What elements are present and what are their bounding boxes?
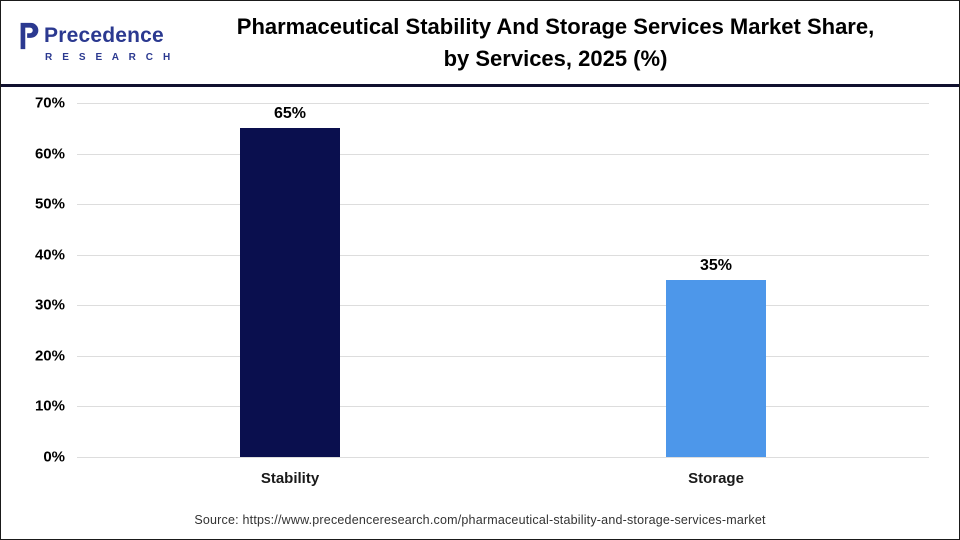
y-tick-label: 70% (34, 94, 65, 112)
x-axis-label-stability: Stability (260, 469, 320, 487)
y-axis: 0% 10% 20% 30% 40% 50% 60% 70% (15, 95, 77, 466)
y-tick-label: 50% (34, 195, 65, 213)
gridline (77, 457, 929, 458)
gridline (77, 103, 929, 104)
y-tick-label: 40% (34, 246, 65, 264)
footer: Source: https://www.precedenceresearch.c… (1, 513, 959, 527)
y-tick-label: 0% (43, 448, 65, 466)
logo-subtitle: R E S E A R C H (45, 52, 174, 63)
gridline (77, 305, 929, 307)
chart-title-line2: by Services, 2025 (%) (443, 45, 668, 71)
y-tick-label: 10% (34, 397, 65, 415)
chart-title: Pharmaceutical Stability And Storage Ser… (176, 11, 959, 75)
logo-name: Precedence (44, 24, 164, 47)
bar-slot: 35% (503, 103, 929, 457)
logo-mark-icon (20, 22, 39, 50)
bar-value-label: 35% (699, 257, 733, 274)
gridline (77, 355, 929, 357)
x-axis: Stability Storage (77, 457, 929, 493)
bar-stability (240, 128, 340, 457)
bar-chart: 0% 10% 20% 30% 40% 50% 60% 70% 65% 35% Stability… (15, 95, 929, 493)
gridline (77, 406, 929, 408)
bar-value-label: 65% (273, 105, 307, 123)
gridlines-layer (77, 103, 929, 458)
plot-area: 65% 35% (77, 103, 929, 458)
gridline (77, 254, 929, 256)
logo-top-row: Precedence (17, 22, 176, 50)
gridline (77, 204, 929, 206)
precedence-research-logo: Precedence R E S E A R C H (1, 22, 176, 63)
source-text: Source: https://www.precedenceresearch.c… (194, 513, 766, 527)
x-axis-label-storage: Storage (688, 469, 744, 487)
bar-slot: 65% (77, 103, 503, 457)
gridline (77, 153, 929, 155)
chart-title-line1: Pharmaceutical Stability And Storage Ser… (236, 13, 875, 39)
header: Precedence R E S E A R C H Pharmaceutica… (1, 1, 959, 87)
y-tick-label: 60% (34, 145, 65, 163)
bars-layer: 65% 35% (77, 103, 929, 457)
y-tick-label: 30% (34, 296, 65, 314)
bar-storage (666, 280, 766, 457)
y-tick-label: 20% (34, 347, 65, 365)
